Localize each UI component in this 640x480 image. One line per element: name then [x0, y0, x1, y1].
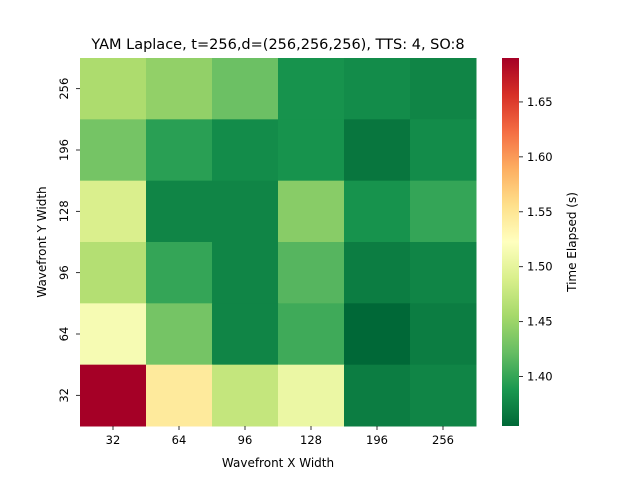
heatmap-cell — [410, 303, 477, 366]
heatmap-cell — [146, 364, 213, 427]
heatmap-cell — [344, 242, 411, 304]
heatmap-cell — [80, 119, 147, 182]
heatmap-cell — [80, 58, 147, 120]
heatmap-cell — [278, 364, 345, 427]
colorbar-tick-label: 1.50 — [527, 260, 553, 274]
heatmap-cell — [344, 303, 411, 366]
x-tick-label: 128 — [300, 433, 322, 447]
y-axis-ticks: 256 196 128 96 64 32 — [57, 78, 80, 403]
colorbar-tick-label: 1.40 — [527, 370, 553, 384]
y-tick-label: 128 — [57, 200, 71, 222]
heatmap-cell — [80, 364, 147, 427]
heatmap-cell — [344, 119, 411, 182]
heatmap-cells — [80, 58, 477, 427]
x-axis-ticks: 32 64 96 128 196 256 — [106, 426, 454, 447]
heatmap-cell — [410, 119, 477, 182]
colorbar-tick-label: 1.55 — [527, 205, 553, 219]
y-tick-label: 32 — [57, 388, 71, 403]
heatmap-cell — [212, 364, 279, 427]
x-tick-label: 32 — [106, 433, 121, 447]
heatmap-cell — [80, 180, 147, 243]
heatmap-cell — [410, 180, 477, 243]
heatmap-cell — [410, 364, 477, 427]
heatmap-cell — [146, 119, 213, 182]
heatmap-cell — [278, 180, 345, 243]
heatmap-cell — [212, 58, 279, 120]
x-tick-label: 256 — [432, 433, 454, 447]
heatmap-cell — [344, 364, 411, 427]
x-tick-label: 96 — [238, 433, 253, 447]
y-axis-label: Wavefront Y Width — [35, 186, 49, 297]
y-tick-label: 96 — [57, 265, 71, 280]
heatmap-cell — [410, 242, 477, 304]
y-tick-label: 64 — [57, 327, 71, 342]
heatmap-cell — [212, 242, 279, 304]
colorbar-tick-label: 1.45 — [527, 315, 553, 329]
heatmap-cell — [410, 58, 477, 120]
y-tick-label: 196 — [57, 139, 71, 161]
colorbar-label: Time Elapsed (s) — [565, 192, 579, 293]
heatmap-cell — [278, 242, 345, 304]
x-tick-label: 196 — [366, 433, 388, 447]
x-axis-label: Wavefront X Width — [222, 456, 334, 470]
heatmap-cell — [80, 303, 147, 366]
heatmap-cell — [146, 303, 213, 366]
x-tick-label: 64 — [172, 433, 187, 447]
heatmap-cell — [212, 180, 279, 243]
heatmap-cell — [212, 303, 279, 366]
colorbar — [502, 58, 519, 426]
heatmap-cell — [344, 58, 411, 120]
chart-title: YAM Laplace, t=256,d=(256,256,256), TTS:… — [90, 37, 464, 53]
heatmap-cell — [278, 58, 345, 120]
colorbar-ticks: 1.40 1.45 1.50 1.55 1.60 1.65 — [519, 95, 553, 384]
y-tick-label: 256 — [57, 78, 71, 100]
heatmap-cell — [80, 242, 147, 304]
heatmap-cell — [212, 119, 279, 182]
heatmap-cell — [146, 180, 213, 243]
heatmap-cell — [146, 58, 213, 120]
heatmap-cell — [146, 242, 213, 304]
heatmap-cell — [344, 180, 411, 243]
heatmap-cell — [278, 303, 345, 366]
colorbar-tick-label: 1.65 — [527, 95, 553, 109]
heatmap-cell — [278, 119, 345, 182]
colorbar-tick-label: 1.60 — [527, 150, 553, 164]
